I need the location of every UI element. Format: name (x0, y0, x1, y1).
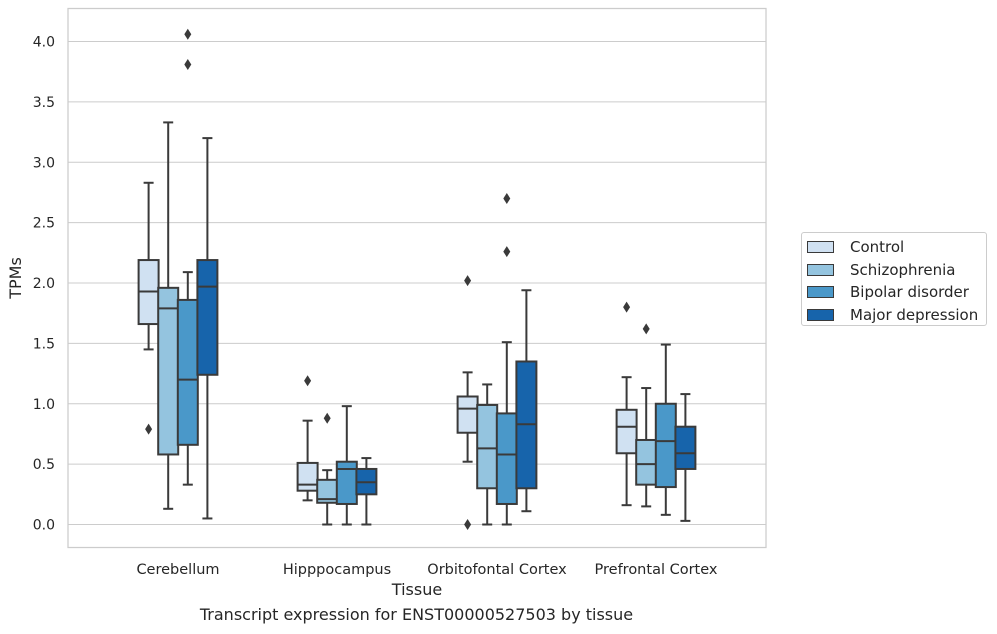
box-control (137, 181, 160, 435)
outlier-point (184, 58, 192, 70)
outlier-point (503, 246, 511, 258)
box-schizophrenia (316, 412, 339, 526)
box-iqr (615, 408, 638, 455)
y-tick-labels: 0.0 0.5 1.0 1.5 2.0 2.5 3.0 3.5 4.0 (33, 35, 55, 534)
y-tick-label: 3.5 (33, 95, 55, 111)
y-tick-label: 2.5 (33, 216, 55, 232)
box-major-depression (355, 457, 378, 526)
outlier-point (323, 412, 331, 424)
outlier-point (503, 192, 511, 204)
box-iqr (495, 412, 518, 505)
x-tick-label: Cerebellum (136, 562, 219, 578)
box-iqr (476, 403, 499, 490)
legend-item-major-depression: Major depression (807, 304, 986, 327)
box-iqr (157, 286, 180, 456)
legend-swatch-bipolar-disorder (807, 286, 834, 299)
outlier-point (642, 323, 650, 335)
legend-label-major-depression: Major depression (850, 305, 979, 324)
box-layer (137, 28, 697, 530)
outlier-point (304, 375, 312, 387)
outlier-point (145, 423, 153, 435)
x-tick-label: Prefrontal Cortex (595, 562, 718, 578)
box-schizophrenia (635, 323, 658, 508)
box-control (615, 301, 638, 507)
y-tick-label: 2.0 (33, 276, 55, 292)
box-major-depression (674, 393, 697, 522)
box-iqr (296, 461, 319, 492)
box-bipolar-disorder (495, 192, 518, 526)
y-tick-label: 3.0 (33, 155, 55, 171)
y-axis-label: TPMs (6, 257, 25, 300)
x-tick-labels: Cerebellum Hipppocampus Orbitofontal Corte… (136, 562, 717, 578)
legend-item-bipolar-disorder: Bipolar disorder (807, 281, 986, 304)
legend-swatch-schizophrenia (807, 263, 834, 276)
box-iqr (635, 438, 658, 486)
box-major-depression (196, 137, 219, 520)
y-tick-label: 4.0 (33, 35, 55, 51)
legend-swatch-major-depression (807, 308, 834, 321)
y-tick-label: 1.5 (33, 336, 55, 352)
box-bipolar-disorder (176, 28, 199, 486)
box-iqr (674, 425, 697, 470)
legend-item-schizophrenia: Schizophrenia (807, 259, 986, 282)
box-iqr (654, 402, 677, 489)
box-bipolar-disorder (335, 405, 358, 526)
x-tick-label: Orbitofontal Cortex (427, 562, 567, 578)
outlier-point (464, 275, 472, 287)
chart-caption: Transcript expression for ENST0000052750… (199, 605, 634, 624)
y-tick-label: 1.0 (33, 397, 55, 413)
outlier-point (464, 519, 472, 530)
legend-label-schizophrenia: Schizophrenia (850, 260, 956, 279)
x-tick-label: Hipppocampus (283, 562, 391, 578)
y-tick-label: 0.0 (33, 518, 55, 534)
legend-label-bipolar-disorder: Bipolar disorder (850, 283, 969, 302)
legend-label-control: Control (850, 238, 905, 257)
box-iqr (176, 298, 199, 446)
legend: Control Schizophrenia Bipolar disorder M… (801, 232, 987, 326)
y-tick-label: 0.5 (33, 457, 55, 473)
outlier-point (623, 301, 631, 313)
box-major-depression (515, 289, 538, 513)
outlier-point (184, 28, 192, 40)
box-control (456, 275, 479, 530)
plot-frame (67, 7, 767, 549)
box-bipolar-disorder (654, 343, 677, 516)
box-iqr (196, 259, 219, 376)
legend-item-control: Control (807, 236, 986, 259)
x-axis-label: Tissue (391, 580, 442, 599)
box-control (296, 375, 319, 502)
box-schizophrenia (157, 121, 180, 510)
box-schizophrenia (476, 383, 499, 526)
box-iqr (456, 395, 479, 434)
legend-swatch-control (807, 241, 834, 254)
